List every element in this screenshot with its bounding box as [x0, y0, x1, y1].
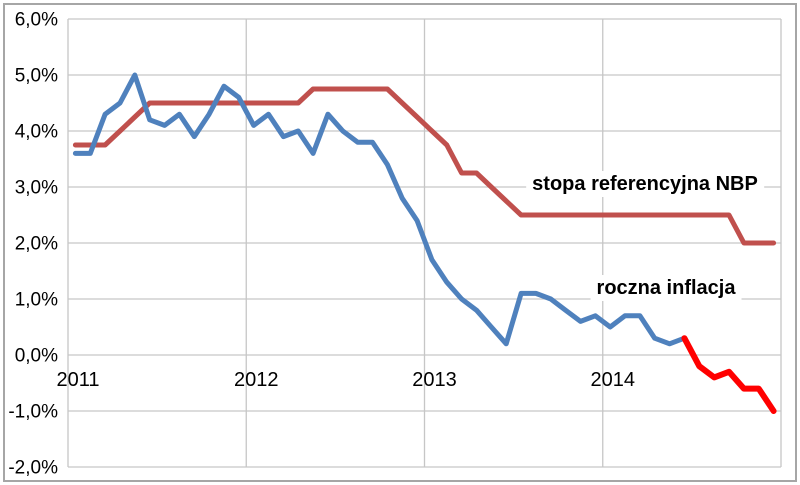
- series-label-inflation: roczna inflacja: [590, 275, 742, 301]
- annual-inflation-forecast-line: [681, 335, 777, 414]
- y-axis-tick-label: 6,0%: [15, 10, 58, 31]
- annual-inflation-line: [72, 72, 687, 347]
- x-axis-year-label: 2012: [234, 369, 279, 391]
- y-axis-tick-label: -2,0%: [8, 458, 58, 479]
- y-axis-tick-label: 1,0%: [15, 290, 58, 311]
- x-axis-year-label: 2014: [591, 369, 636, 391]
- x-axis-year-label: 2011: [56, 369, 99, 391]
- y-axis-tick-label: 0,0%: [15, 346, 58, 367]
- y-axis-tick-label: 5,0%: [15, 66, 58, 87]
- y-axis-tick-label: 2,0%: [15, 234, 58, 255]
- series-label-nbp-rate: stopa referencyjna NBP: [526, 171, 764, 197]
- y-axis-tick-label: -1,0%: [8, 402, 58, 423]
- y-axis-tick-label: 3,0%: [15, 178, 58, 199]
- y-axis-tick-label: 4,0%: [15, 122, 58, 143]
- nbp-reference-rate-line: [72, 86, 777, 246]
- x-axis-year-label: 2013: [412, 369, 457, 391]
